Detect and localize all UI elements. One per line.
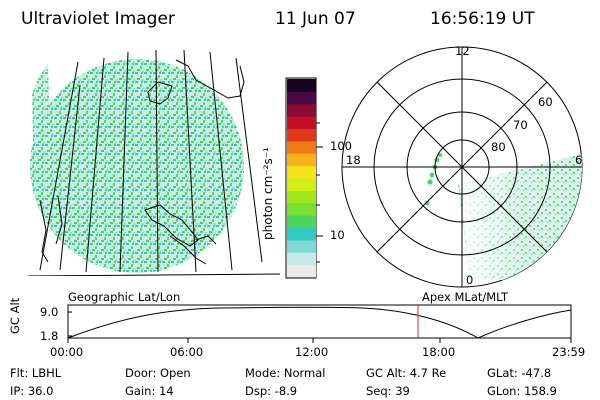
info-mode: Mode: Normal (245, 366, 326, 380)
colorbar-segment (287, 128, 316, 142)
orbit-panel (67, 304, 572, 343)
polar-grid (342, 47, 582, 287)
mlt-label-0: 0 (466, 273, 474, 287)
colorbar-segment (287, 91, 316, 105)
orbit-xtick: 18:00 (422, 345, 456, 359)
lat-label-60: 60 (538, 95, 553, 109)
info-glat: GLat: -47.8 (487, 366, 552, 380)
info-gain: Gain: 14 (125, 384, 174, 398)
info-door: Door: Open (125, 366, 191, 380)
info-gc-alt: GC Alt: 4.7 Re (366, 366, 447, 380)
orbit-xtick: 00:00 (50, 345, 84, 359)
colorbar (285, 77, 323, 279)
info-flt: Flt: LBHL (10, 366, 62, 380)
meridian-lines (39, 49, 263, 273)
colorbar-tick-10: 10 (330, 228, 345, 242)
colorbar-segment (287, 227, 316, 241)
orbit-xtick: 23:59 (552, 345, 586, 359)
orbit-xtick: 06:00 (170, 345, 204, 359)
app-title: Ultraviolet Imager (21, 9, 175, 29)
time-label: 16:56:19 UT (430, 9, 535, 29)
orbit-ytick-low: 1.8 (40, 329, 59, 343)
info-ip: IP: 36.0 (10, 384, 54, 398)
mlt-label-6: 6 (575, 153, 583, 167)
colorbar-segment (287, 190, 316, 204)
geographic-image (28, 49, 280, 276)
colorbar-segment (287, 103, 316, 117)
info-glon: GLon: 158.9 (487, 384, 557, 398)
orbit-ylabel: GC Alt (8, 297, 22, 334)
colorbar-segment (287, 178, 316, 191)
polar-plot (341, 46, 583, 288)
info-seq: Seq: 39 (366, 384, 410, 398)
orbit-left-title: Geographic Lat/Lon (68, 290, 181, 304)
colorbar-segment (287, 165, 316, 179)
colorbar-segment (287, 79, 316, 92)
coastline (39, 59, 245, 265)
orbit-xtick: 12:00 (295, 345, 329, 359)
altitude-curve (67, 306, 572, 339)
colorbar-unit-label: photon cm⁻²s⁻¹ (261, 147, 275, 240)
colorbar-segment (287, 264, 316, 278)
date-label: 11 Jun 07 (275, 9, 356, 29)
lat-label-70: 70 (513, 118, 528, 132)
colorbar-segment (287, 215, 316, 228)
colorbar-segment (287, 202, 316, 216)
colorbar-segment (287, 252, 316, 266)
info-dsp: Dsp: -8.9 (245, 384, 298, 398)
mlt-label-12: 12 (455, 44, 470, 58)
orbit-ytick-high: 9.0 (40, 305, 59, 319)
orbit-right-title: Apex MLat/MLT (422, 290, 509, 304)
colorbar-segment (287, 116, 316, 129)
mlt-label-18: 18 (346, 153, 361, 167)
colorbar-tick-100: 100 (330, 139, 352, 153)
lat-label-80: 80 (491, 140, 506, 154)
colorbar-segment (287, 140, 316, 154)
colorbar-segment (287, 153, 316, 167)
colorbar-segment (287, 239, 316, 253)
